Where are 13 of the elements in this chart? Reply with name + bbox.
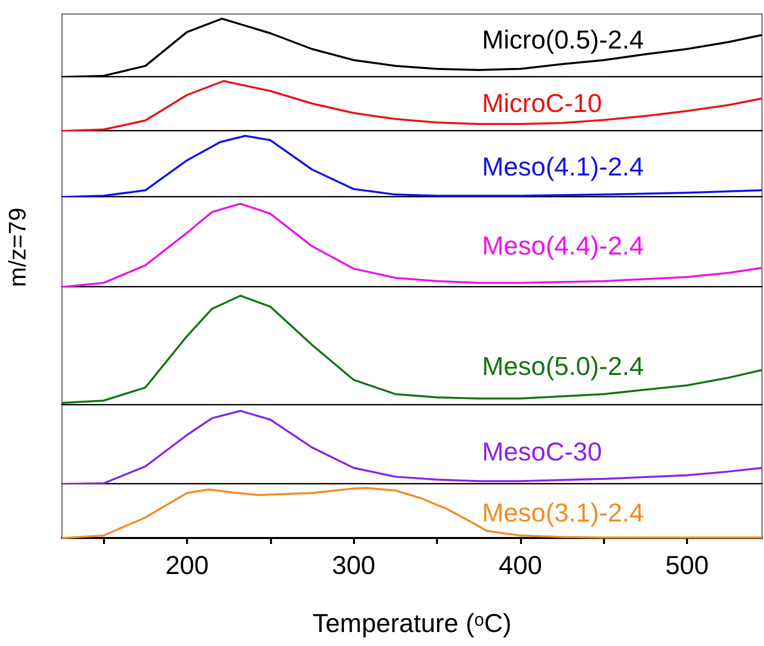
y-axis-title: m/z=79 (4, 208, 32, 287)
series-label: Micro(0.5)-2.4 (482, 24, 644, 54)
x-axis-title: Temperature (ᵒC) (312, 608, 512, 638)
x-tick-label: 500 (665, 550, 709, 580)
series-label: Meso(4.1)-2.4 (482, 151, 644, 182)
series-label: Meso(3.1)-2.4 (482, 498, 644, 528)
x-tick-label: 400 (498, 550, 542, 580)
x-tick-label: 200 (165, 550, 209, 580)
series-label: MesoC-30 (482, 436, 602, 466)
series-label: Meso(4.4)-2.4 (482, 230, 644, 260)
series-label: Meso(5.0)-2.4 (482, 351, 644, 382)
series-label: MicroC-10 (482, 88, 602, 118)
x-tick-label: 300 (332, 550, 376, 580)
